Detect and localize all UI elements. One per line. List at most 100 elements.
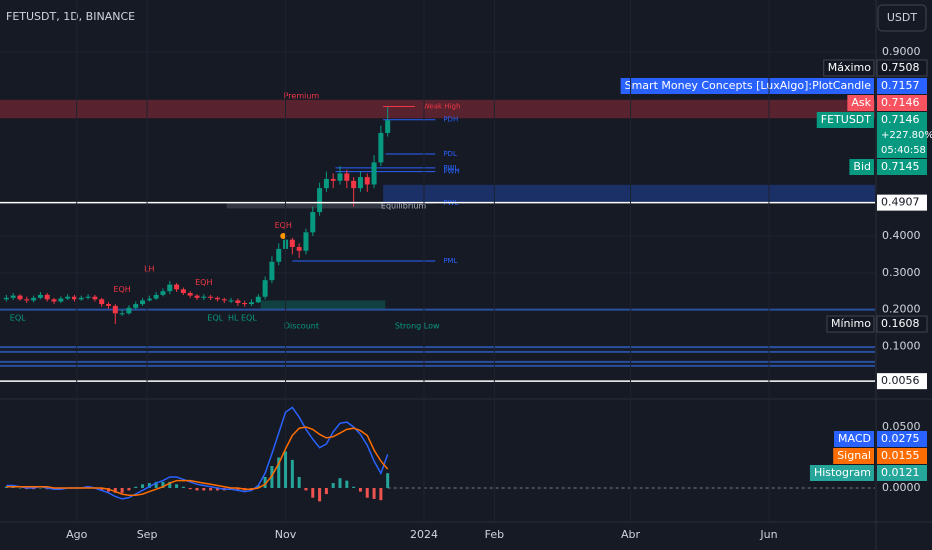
legend-name-box (834, 431, 874, 447)
zone (383, 184, 875, 203)
legend-value-box (877, 448, 927, 464)
annotation: Equilibrium (381, 201, 427, 210)
candle-body (85, 296, 91, 298)
candle-body (105, 304, 111, 306)
candle-body (78, 297, 84, 300)
histogram-bar (175, 484, 179, 488)
x-tick-label: Nov (275, 528, 297, 541)
histogram-bar (365, 487, 369, 498)
y-tick-label: 0.1000 (882, 339, 921, 352)
price-label-value: 0.4907 (881, 196, 920, 209)
histogram-bar (120, 487, 124, 493)
currency-button[interactable] (877, 4, 927, 32)
price-label-box (877, 194, 927, 211)
annotation: HL EQL (228, 314, 257, 323)
histogram-bar (181, 486, 185, 488)
currency-label[interactable]: USDT (887, 11, 918, 24)
annotation: Premium (284, 92, 320, 101)
candle-body (174, 284, 180, 290)
candle-body (112, 305, 118, 314)
candle-body (37, 294, 43, 298)
price-label-name-box (620, 78, 874, 94)
candle-body (269, 261, 275, 281)
histogram-bar (161, 481, 165, 488)
price-label-value: 0.1608 (881, 317, 920, 330)
candle-body (235, 300, 241, 303)
price-label-name-box (847, 95, 874, 111)
annotation: EQH (113, 285, 130, 294)
candle-body (10, 295, 16, 298)
candle-body (242, 302, 248, 305)
x-tick-label: Ago (66, 528, 88, 541)
histogram-bar (311, 487, 315, 498)
candle-body (3, 297, 9, 300)
candle-body (140, 300, 146, 305)
y-tick-label: 0.3000 (882, 266, 921, 279)
price-label-box (876, 59, 928, 77)
histogram-bar (372, 487, 376, 499)
histogram-bar (345, 480, 349, 488)
candle-body (201, 296, 207, 298)
price-label-name: Bid (853, 160, 871, 173)
candle-body (303, 232, 309, 251)
histogram-bar (270, 466, 274, 488)
candle-body (296, 247, 302, 251)
candle-body (187, 293, 193, 296)
candle-body (126, 307, 132, 314)
candle-body (194, 295, 200, 298)
price-label-name: Ask (851, 96, 871, 109)
price-label-name: Smart Money Concepts [LuxAlgo]:PlotCandl… (625, 79, 872, 92)
candle-body (221, 299, 227, 301)
histogram-bar (188, 487, 192, 490)
candle-body (310, 212, 316, 233)
zone (0, 99, 875, 119)
legend-value-box (877, 465, 927, 481)
price-label-name-box (816, 112, 874, 128)
candle-body (344, 173, 350, 181)
candle-body (262, 280, 268, 297)
histogram-bar (263, 476, 267, 488)
candle-body (153, 294, 159, 299)
candle-body (255, 296, 261, 303)
histogram-bar (113, 487, 117, 493)
legend-value: 0.0121 (881, 466, 920, 479)
y-tick-label: 0.0000 (882, 481, 921, 494)
candle-body (323, 178, 329, 189)
price-label-box (876, 315, 928, 333)
histogram-bar (277, 457, 281, 488)
histogram-bar (256, 485, 260, 488)
price-label-value: 0.0056 (881, 374, 920, 387)
candle-body (51, 299, 57, 302)
candle-body (71, 296, 77, 300)
histogram-bar (379, 487, 383, 501)
annotation: EQH (275, 221, 292, 230)
histogram-bar (134, 486, 138, 488)
histogram-bar (338, 478, 342, 488)
price-label-value: 0.7145 (881, 160, 920, 173)
annotation: EQL (207, 314, 223, 323)
annotation: EQL (10, 314, 26, 323)
candle-body (58, 298, 64, 302)
y-tick-label: 0.4000 (882, 229, 921, 242)
legend-value-box (877, 431, 927, 447)
candle-body (330, 178, 336, 181)
candle-body (44, 294, 50, 300)
histogram-bar (386, 473, 390, 488)
histogram-bar (127, 487, 131, 491)
histogram-bar (141, 484, 145, 488)
price-label-value: 0.7508 (881, 61, 920, 74)
price-label-name-box (823, 59, 875, 77)
legend-name: Signal (837, 449, 871, 462)
candle-body (146, 298, 152, 301)
histogram-bar (202, 487, 206, 491)
marker (280, 233, 287, 240)
candle-body (99, 299, 105, 305)
candle-body (276, 248, 282, 262)
candle-body (119, 313, 125, 315)
level-label: PDL (443, 150, 457, 158)
histogram-bar (352, 486, 356, 488)
legend-value: 0.0155 (881, 449, 920, 462)
histogram-bar (324, 487, 328, 495)
histogram-bar (209, 487, 213, 491)
zone (226, 202, 386, 209)
